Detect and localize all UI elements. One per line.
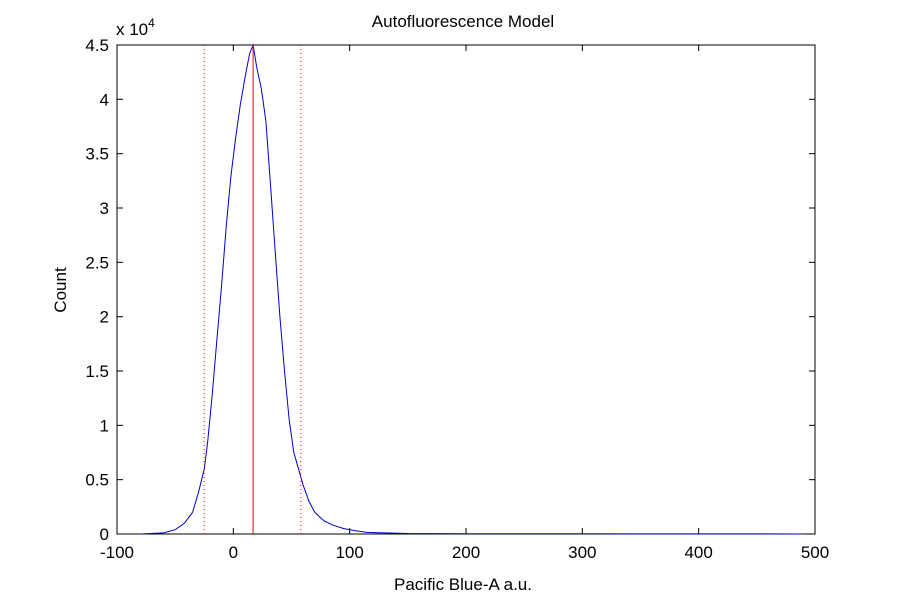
- series-line: [140, 43, 804, 535]
- x-tick-label: 0: [229, 543, 238, 562]
- y-tick-label: 4.5: [85, 36, 109, 55]
- x-tick-label: 300: [568, 543, 596, 562]
- y-multiplier: x 104: [116, 16, 155, 39]
- y-tick-label: 2.5: [85, 253, 109, 272]
- chart-title: Autofluorescence Model: [372, 12, 554, 31]
- y-tick-label: 1: [100, 416, 109, 435]
- x-tick-label: 200: [452, 543, 480, 562]
- y-tick-label: 0.5: [85, 471, 109, 490]
- x-tick-label: -100: [100, 543, 134, 562]
- x-axis-label: Pacific Blue-A a.u.: [394, 575, 532, 594]
- vlines-layer: [203, 45, 302, 534]
- y-tick-label: 4: [100, 90, 109, 109]
- x-tick-label: 400: [684, 543, 712, 562]
- plot-area: [116, 44, 816, 535]
- series-layer: [140, 43, 804, 535]
- y-tick-label: 1.5: [85, 362, 109, 381]
- y-tick-label: 2: [100, 308, 109, 327]
- y-tick-label: 3.5: [85, 145, 109, 164]
- y-multiplier-base: x 10: [116, 20, 148, 39]
- y-axis-label: Count: [51, 267, 70, 313]
- y-tick-label: 0: [100, 525, 109, 544]
- x-tick-label: 500: [801, 543, 829, 562]
- x-tick-label: 100: [335, 543, 363, 562]
- y-multiplier-exponent: 4: [148, 16, 155, 30]
- y-tick-label: 3: [100, 199, 109, 218]
